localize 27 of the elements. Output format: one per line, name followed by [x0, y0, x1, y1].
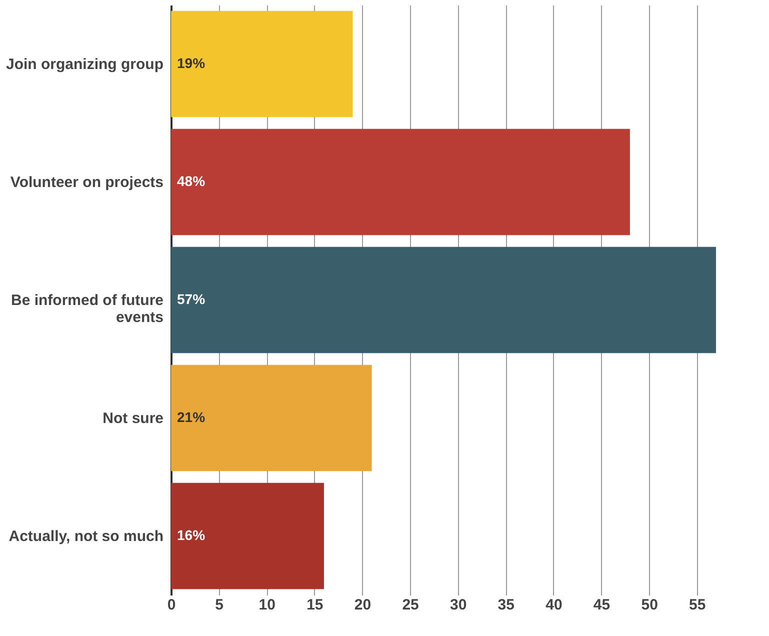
- data-label: 57%: [177, 291, 206, 307]
- x-tick-label: 50: [641, 596, 658, 614]
- x-tick-label: 55: [689, 596, 706, 614]
- bar: [171, 10, 353, 118]
- data-label: 19%: [177, 55, 206, 71]
- y-tick-label: Be informed of future events: [11, 292, 164, 326]
- x-tick-label: 15: [306, 596, 324, 614]
- x-tick-label: 20: [354, 596, 372, 614]
- data-label: 48%: [177, 173, 206, 189]
- x-tick-label: 30: [450, 596, 467, 614]
- x-tick-label: 10: [258, 596, 276, 614]
- y-tick-label: Not sure: [102, 410, 164, 427]
- y-tick-label: Join organizing group: [6, 56, 164, 73]
- bar: [171, 246, 716, 354]
- x-tick-label: 5: [215, 596, 224, 614]
- x-tick-label: 35: [498, 596, 514, 614]
- x-tick-label: 45: [593, 596, 610, 614]
- x-tick-label: 40: [546, 596, 562, 614]
- x-tick-label: 0: [167, 596, 176, 614]
- bar: [171, 364, 372, 472]
- x-tick-label: 25: [402, 596, 419, 614]
- data-label: 16%: [177, 527, 206, 543]
- bar: [171, 482, 324, 590]
- y-tick-label: Volunteer on projects: [10, 174, 164, 191]
- bar: [171, 128, 630, 236]
- data-label: 21%: [177, 409, 206, 425]
- y-tick-label: Actually, not so much: [8, 528, 164, 545]
